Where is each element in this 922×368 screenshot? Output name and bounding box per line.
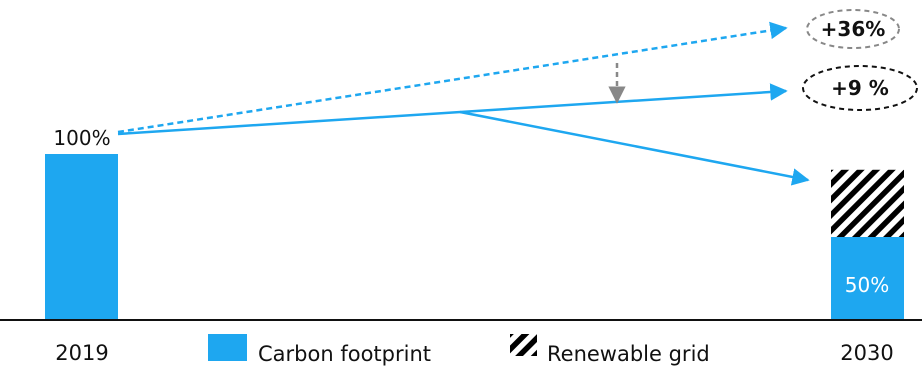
projection-arrow-plus-9 [117, 83, 788, 136]
bar-2030-renewable-grid [831, 169, 904, 237]
bar-2019-carbon-footprint [45, 154, 118, 320]
projection-arrow-plus-36 [117, 21, 788, 134]
projection-label-plus-36: +36% [821, 17, 886, 41]
legend-swatch-carbon-footprint [208, 334, 247, 361]
bar-2030-carbon-footprint [831, 237, 904, 320]
tick-label-2019: 2019 [55, 341, 108, 365]
projection-arrow-50 [459, 110, 810, 186]
legend-swatch-renewable-grid [510, 334, 537, 356]
projection-badge-outline-36 [806, 9, 900, 49]
projection-label-plus-9: +9 % [831, 76, 889, 100]
legend-label-carbon-footprint: Carbon footprint [258, 342, 431, 366]
tick-label-2030: 2030 [840, 341, 893, 365]
bar-label-2030: 50% [845, 273, 889, 297]
legend-label-renewable-grid: Renewable grid [547, 342, 710, 366]
bar-label-2019: 100% [53, 126, 110, 150]
projection-badge-outline-9 [802, 65, 918, 111]
